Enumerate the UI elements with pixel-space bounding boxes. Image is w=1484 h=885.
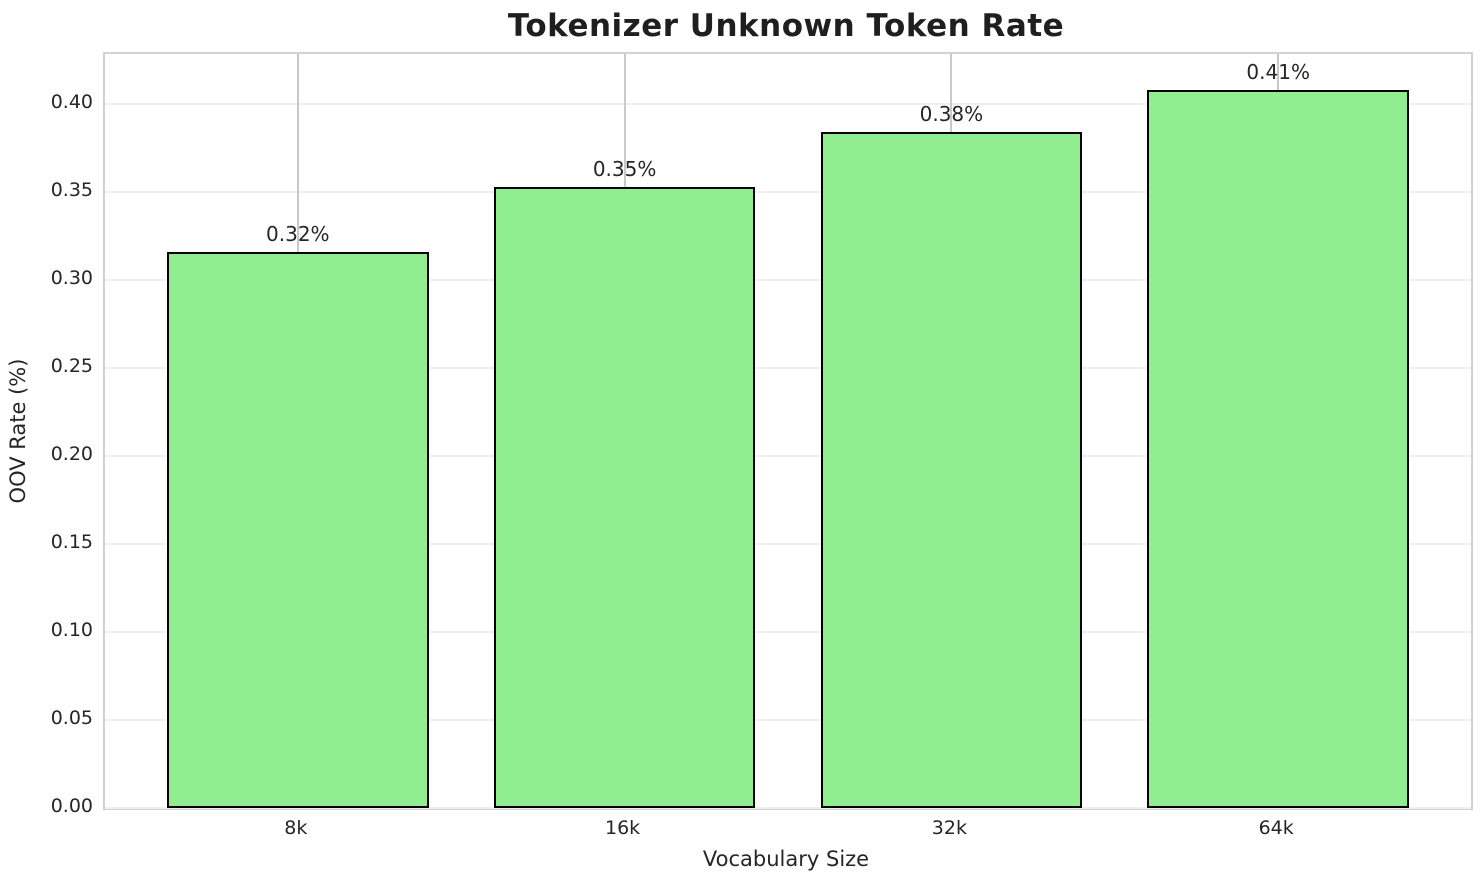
y-tick-label: 0.30 xyxy=(50,267,93,290)
bar-value-label: 0.38% xyxy=(919,102,984,127)
y-tick-label: 0.25 xyxy=(50,355,93,378)
horizontal-gridline xyxy=(105,807,1471,809)
horizontal-gridline xyxy=(105,631,1471,634)
x-axis-title: Vocabulary Size xyxy=(702,847,870,871)
y-tick-label: 0.20 xyxy=(50,443,93,466)
bar-64k xyxy=(1147,90,1409,808)
chart-title: Tokenizer Unknown Token Rate xyxy=(507,8,1065,44)
y-tick-label: 0.10 xyxy=(50,619,93,642)
bar-32k xyxy=(820,132,1083,808)
plot-area: 0.32% 0.35% 0.38% 0.41% xyxy=(103,52,1473,810)
y-tick-label: 0.35 xyxy=(50,179,93,202)
y-tick-label: 0.40 xyxy=(50,91,93,114)
bar-value-label: 0.35% xyxy=(592,156,657,181)
y-tick-label: 0.00 xyxy=(50,795,93,817)
y-tick-label: 0.15 xyxy=(50,531,93,554)
horizontal-gridline xyxy=(105,279,1471,282)
y-axis-title: OOV Rate (%) xyxy=(6,358,30,504)
bar-8k xyxy=(167,251,429,808)
x-tick-label: 64k xyxy=(1258,817,1294,839)
x-tick-label: 16k xyxy=(605,817,641,839)
horizontal-gridline xyxy=(105,543,1471,546)
x-tick-label: 32k xyxy=(931,817,967,839)
bar-value-label: 0.32% xyxy=(266,221,330,246)
horizontal-gridline xyxy=(105,367,1471,370)
horizontal-gridline xyxy=(105,103,1471,106)
bar-16k xyxy=(493,186,756,808)
horizontal-gridline xyxy=(105,191,1471,194)
y-tick-label: 0.05 xyxy=(50,707,93,730)
horizontal-gridline xyxy=(105,719,1471,722)
x-tick-label: 8k xyxy=(284,817,308,839)
horizontal-gridline xyxy=(105,455,1471,458)
bar-series-layer: 0.32% 0.35% 0.38% 0.41% xyxy=(105,54,1471,808)
bar-value-label: 0.41% xyxy=(1246,60,1310,85)
